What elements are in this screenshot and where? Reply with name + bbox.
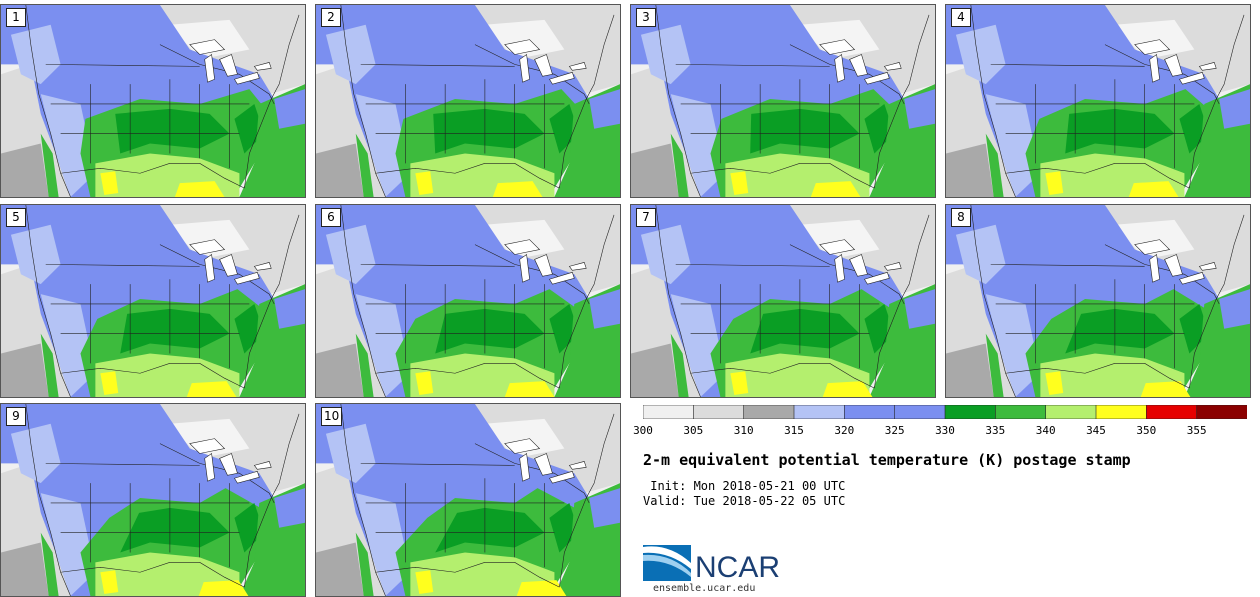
ncar-logo: NCAR [643,545,780,584]
colorbar-swatch [693,405,745,419]
colorbar-tick-label: 335 [985,424,1006,437]
member-number: 7 [636,208,656,227]
member-map [316,404,620,596]
site-url: ensemble.ucar.edu [653,583,756,594]
colorbar-tick-label: 325 [884,424,905,437]
member-panel: 2 [315,4,621,198]
colorbar-swatch [643,405,695,419]
colorbar-swatch [1045,405,1097,419]
colorbar-swatch [1196,405,1247,419]
member-panel: 9 [0,403,306,597]
ncar-logo-text: NCAR [695,551,780,584]
member-map [1,404,305,596]
member-map [316,205,620,397]
colorbar-swatch [844,405,896,419]
member-number: 3 [636,8,656,27]
member-panel: 3 [630,4,936,198]
colorbar-swatch [894,405,946,419]
colorbar-tick-label: 320 [834,424,855,437]
colorbar-tick-label: 330 [935,424,955,437]
member-number: 10 [321,407,343,426]
member-number: 9 [6,407,26,426]
colorbar-tick-label: 315 [784,424,804,437]
member-number: 2 [321,8,341,27]
member-map [631,5,935,197]
chart-title: 2-m equivalent potential temperature (K)… [643,451,1131,469]
member-panel: 7 [630,204,936,398]
colorbar-tick-label: 305 [683,424,704,437]
colorbar-swatch [944,405,997,419]
colorbar-swatch [793,405,846,419]
member-number: 4 [951,8,971,27]
member-number: 1 [6,8,26,27]
colorbar-tick-label: 350 [1136,424,1157,437]
colorbar-swatch [743,405,795,419]
member-panel: 4 [945,4,1251,198]
member-number: 6 [321,208,341,227]
colorbar-tick-label: 345 [1086,424,1106,437]
valid-time: Valid: Tue 2018-05-22 05 UTC [643,494,846,508]
member-map [316,5,620,197]
colorbar-swatch [1095,405,1148,419]
member-map [631,205,935,397]
init-time: Init: Mon 2018-05-21 00 UTC [643,479,846,493]
colorbar-swatch [1146,405,1198,419]
member-panel: 5 [0,204,306,398]
member-number: 8 [951,208,971,227]
colorbar-tick-label: 355 [1186,424,1207,437]
member-panel: 8 [945,204,1251,398]
member-panel: 10 [315,403,621,597]
colorbar [643,405,1247,419]
member-panel: 1 [0,4,306,198]
member-panel: 6 [315,204,621,398]
colorbar-tick-label: 300 [633,424,653,437]
member-number: 5 [6,208,26,227]
colorbar-tick-label: 340 [1035,424,1056,437]
member-map [1,5,305,197]
member-map [946,205,1250,397]
colorbar-tick-label: 310 [733,424,754,437]
colorbar-swatch [995,405,1047,419]
member-map [946,5,1250,197]
member-map [1,205,305,397]
